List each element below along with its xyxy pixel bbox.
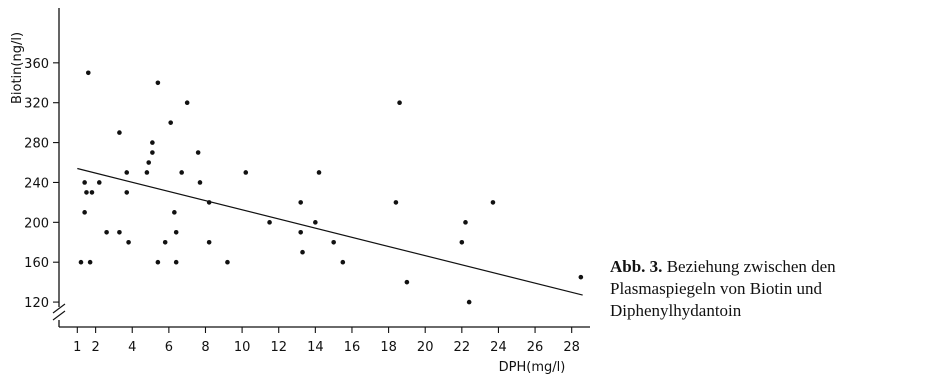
data-point: [104, 229, 109, 235]
data-point: [243, 170, 249, 175]
data-point: [316, 170, 322, 175]
data-point: [267, 220, 272, 225]
data-point: [146, 160, 152, 165]
data-point: [78, 259, 84, 265]
data-point: [172, 210, 177, 215]
data-point: [195, 150, 201, 155]
data-point: [340, 259, 346, 265]
axis-break-stroke: [52, 310, 66, 321]
data-point: [89, 190, 95, 195]
axes: [52, 8, 590, 328]
x-tick-label: 2: [91, 340, 99, 355]
data-point: [197, 180, 203, 185]
x-tick-label: 6: [165, 340, 173, 355]
y-axis-label: Biotin(ng/l): [10, 32, 25, 104]
y-tick-label: 160: [24, 256, 49, 271]
data-point: [298, 200, 303, 205]
data-point: [155, 80, 161, 86]
data-point: [397, 100, 402, 106]
x-tick-label: 14: [307, 340, 324, 355]
data-point: [117, 130, 122, 135]
y-tick-label: 360: [24, 57, 49, 72]
x-tick-label: 16: [344, 340, 361, 355]
x-axis-label: DPH(mg/l): [499, 360, 566, 374]
x-tick-label: 24: [490, 340, 507, 355]
data-point: [150, 150, 155, 155]
data-point: [155, 259, 161, 265]
data-point: [96, 180, 102, 185]
data-point: [162, 239, 168, 245]
y-ticks: 120 160 200 240 280 320 360: [24, 57, 59, 311]
scatter-chart: 1 2 4 6 8 10 12 14 16 18 20 22 24 26 28 12016020024028…: [10, 8, 590, 374]
y-tick-label: 200: [24, 216, 49, 231]
x-tick-label: 8: [201, 340, 209, 355]
data-point: [578, 274, 584, 280]
data-point: [126, 239, 131, 245]
x-ticks: 1 2 4 6 8 10 12 14 16 18 20 22 24 26 28: [73, 327, 580, 355]
y-tick-label: 120: [24, 296, 49, 311]
data-point: [459, 239, 465, 245]
data-point: [225, 259, 230, 265]
x-tick-label: 26: [527, 340, 544, 355]
x-tick-label: 4: [128, 340, 136, 355]
x-tick-label: 28: [563, 340, 580, 355]
data-point: [150, 140, 155, 145]
data-point: [82, 180, 87, 185]
x-tick-label: 20: [417, 340, 434, 355]
data-point: [298, 229, 303, 235]
figure-caption: Abb. 3. Beziehung zwischen den Plasmaspi…: [610, 256, 926, 322]
data-point: [331, 239, 336, 245]
data-point: [124, 190, 130, 195]
data-point: [404, 279, 410, 285]
x-tick-label: 1: [73, 340, 81, 355]
data-point: [206, 239, 212, 245]
y-axis-break-mark: [52, 303, 66, 321]
x-tick-label: 22: [454, 340, 471, 355]
data-point: [466, 299, 472, 305]
data-point: [173, 259, 179, 265]
regression-line: [77, 167, 583, 296]
data-point: [168, 120, 173, 125]
data-point: [84, 190, 89, 195]
y-tick-label: 320: [24, 97, 49, 112]
data-point: [300, 249, 305, 255]
data-point: [463, 220, 468, 225]
y-tick-label: 240: [24, 176, 49, 191]
data-points: [78, 70, 584, 305]
data-point: [117, 229, 122, 235]
figure-caption-text: Beziehung zwischen den Plasmaspiegeln vo…: [610, 257, 836, 320]
data-point: [184, 100, 190, 106]
data-point: [124, 170, 130, 175]
data-point: [85, 70, 91, 76]
x-tick-label: 12: [270, 340, 287, 355]
x-tick-label: 18: [380, 340, 397, 355]
axis-break-stroke: [52, 303, 66, 314]
data-point: [173, 229, 179, 235]
data-point: [393, 200, 399, 205]
figure-caption-label: Abb. 3.: [610, 257, 663, 276]
data-point: [179, 170, 184, 175]
data-point: [87, 259, 93, 265]
x-tick-label: 10: [234, 340, 251, 355]
data-point: [206, 200, 212, 205]
y-tick-label: 280: [24, 137, 49, 152]
data-point: [82, 210, 87, 215]
data-point: [313, 220, 318, 225]
data-point: [144, 170, 150, 175]
data-point: [490, 200, 496, 205]
